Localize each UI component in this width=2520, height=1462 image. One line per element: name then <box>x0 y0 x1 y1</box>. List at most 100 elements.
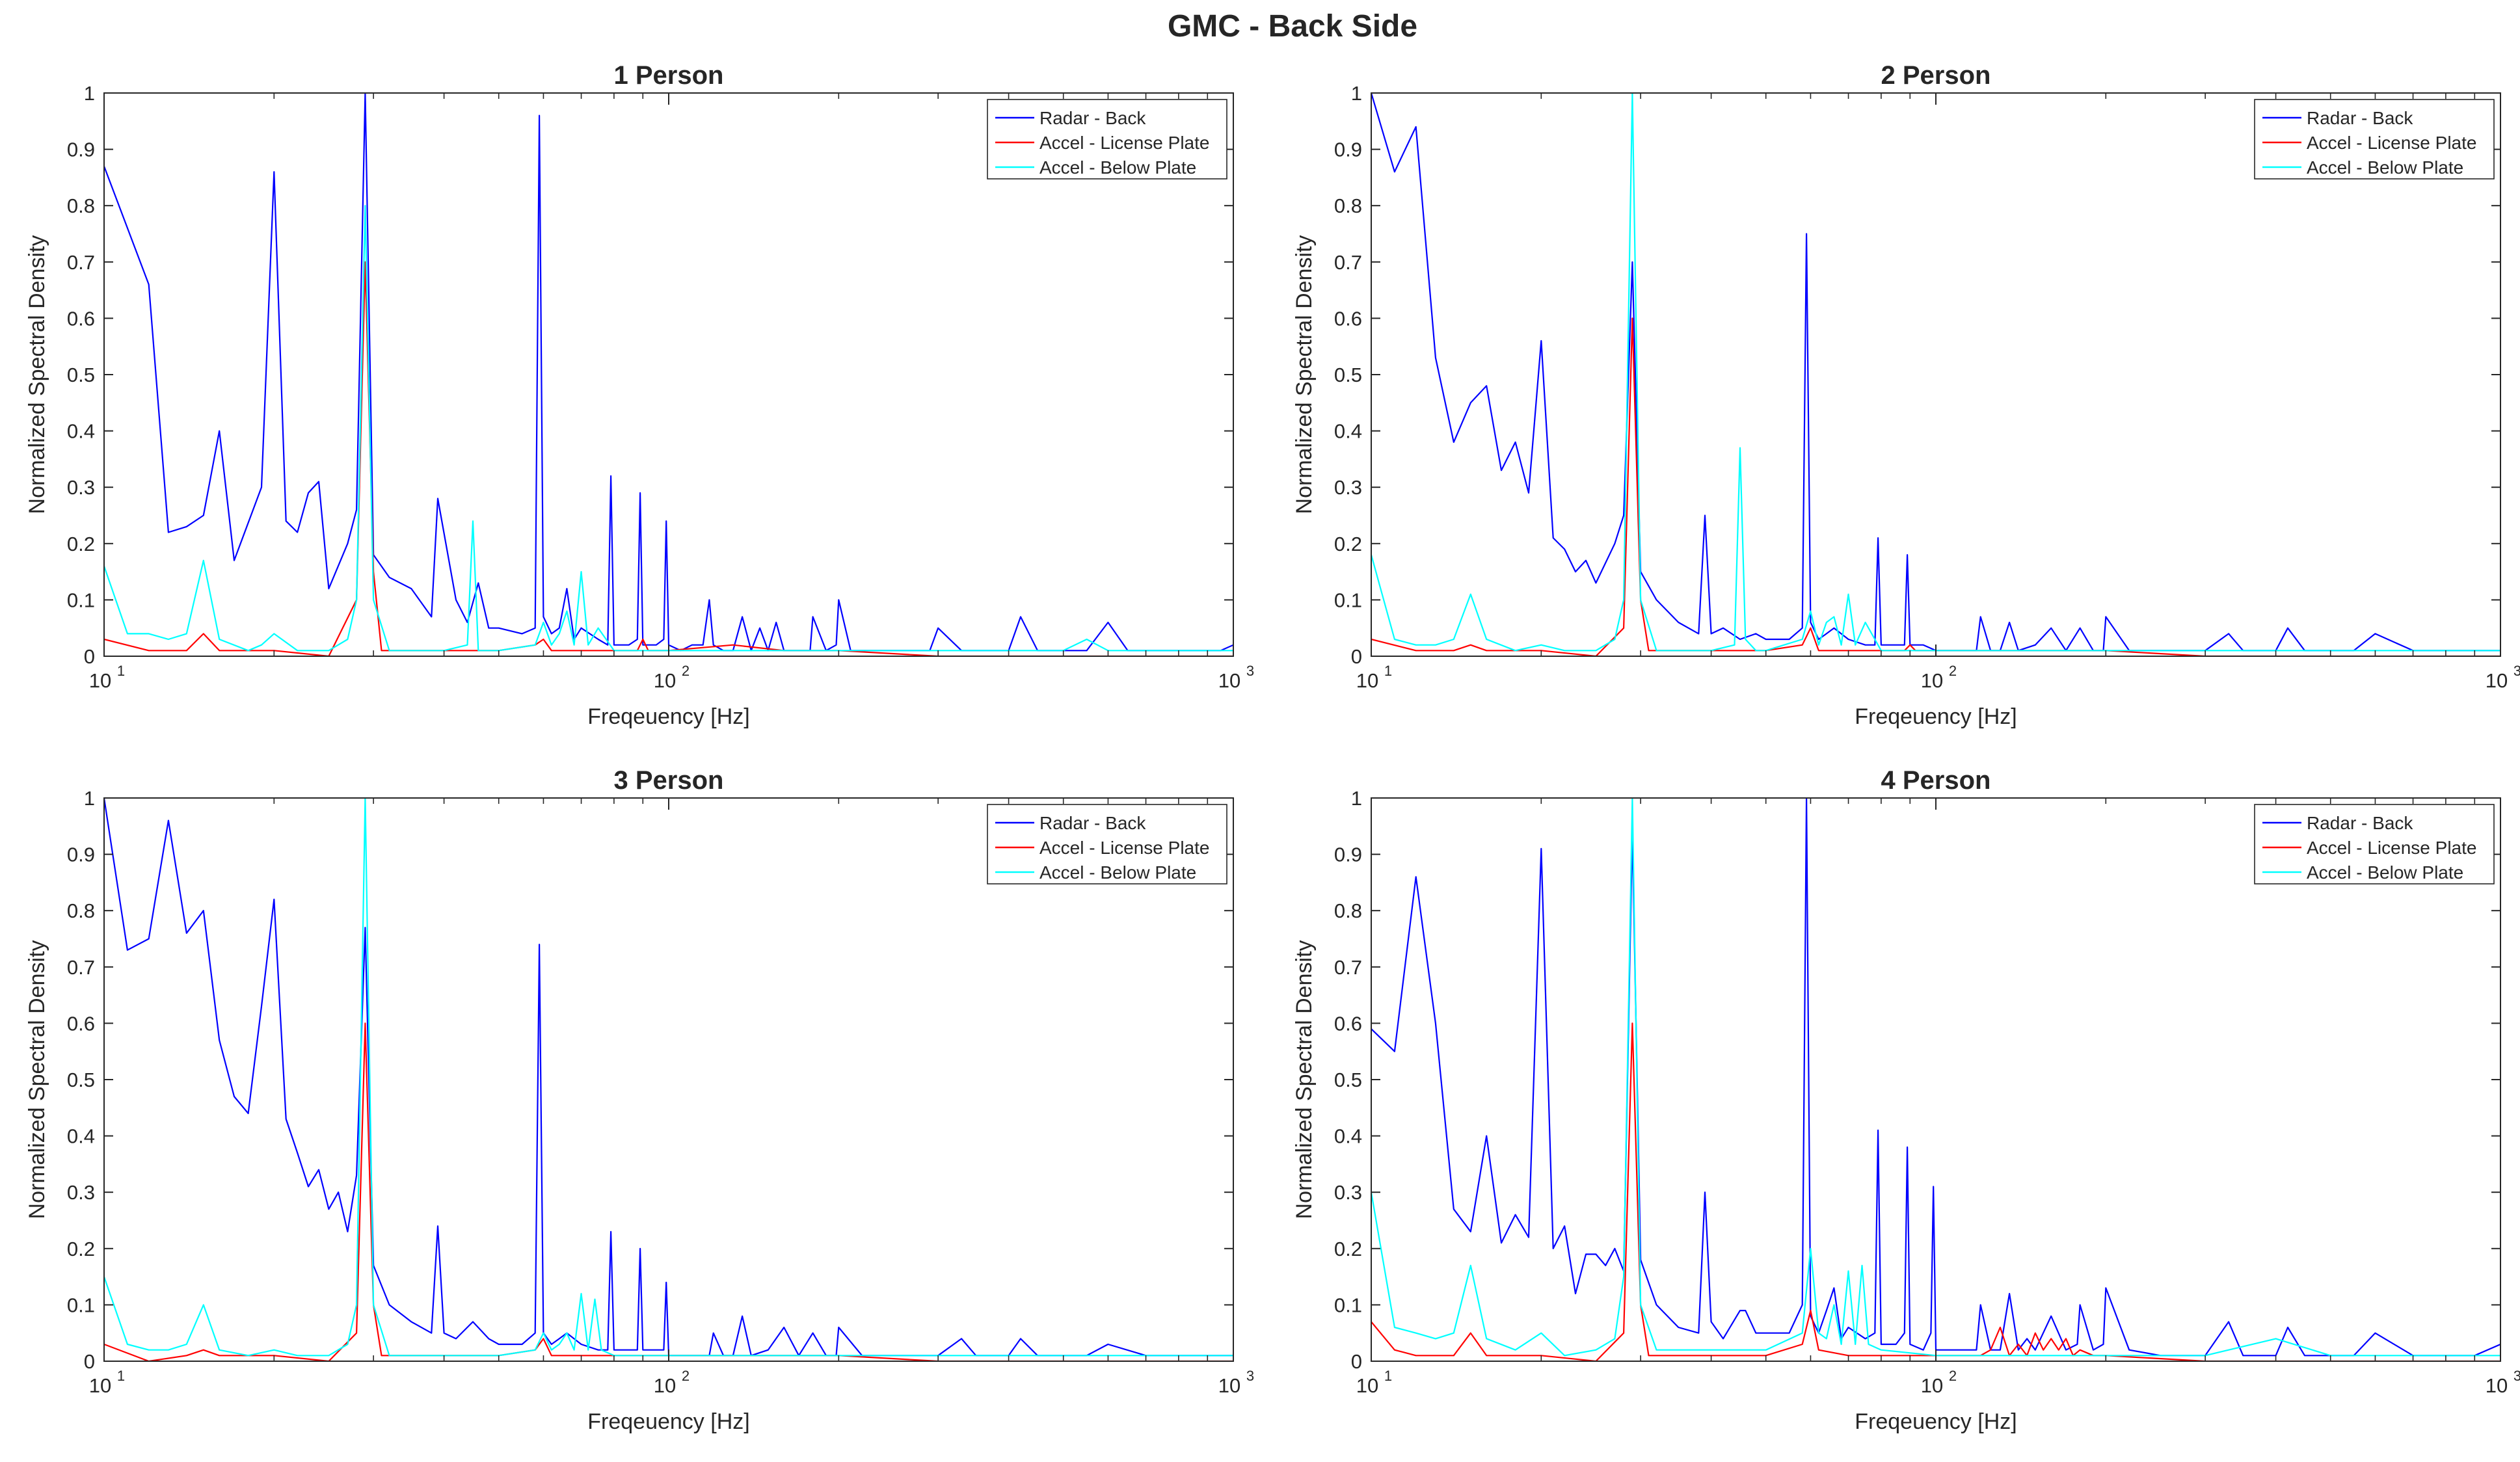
y-tick-label: 0.2 <box>67 1238 95 1260</box>
x-axis-label: Freqeuency [Hz] <box>1855 704 2017 729</box>
x-tick-label-exponent: 1 <box>117 1368 125 1384</box>
x-tick-label: 10 <box>1356 1374 1378 1397</box>
y-tick-label: 0.5 <box>1334 364 1362 386</box>
y-tick-label: 0.5 <box>67 1069 95 1091</box>
x-tick-label-exponent: 1 <box>117 663 125 679</box>
legend-entry: Radar - Back <box>2307 813 2413 833</box>
y-tick-label: 0.3 <box>1334 476 1362 499</box>
legend-box <box>2254 804 2495 884</box>
series-line-radar-back <box>1371 798 2500 1357</box>
x-tick-label-exponent: 1 <box>1384 663 1392 679</box>
x-tick-label: 10 <box>654 669 676 692</box>
y-tick-label: 0.8 <box>1334 899 1362 922</box>
chart-panel-1: 0 0.1 0.2 0.3 0.4 0.5 0.6 0.7 0.8 0.9 1 10 1 10 2 10 3 1 … <box>25 61 1254 729</box>
legend-entry: Radar - Back <box>1039 813 1146 833</box>
x-tick-label: 10 <box>1218 669 1240 692</box>
y-tick-label: 0.2 <box>1334 533 1362 555</box>
y-tick-label: 0.8 <box>67 194 95 217</box>
y-tick-label: 0.2 <box>1334 1238 1362 1260</box>
legend-entry: Radar - Back <box>2307 108 2413 128</box>
y-tick-label: 0.8 <box>1334 194 1362 217</box>
chart-panel-4: 0 0.1 0.2 0.3 0.4 0.5 0.6 0.7 0.8 0.9 1 10 1 10 2 10 3 4 … <box>1292 766 2520 1434</box>
y-tick-label: 0.1 <box>1334 1294 1362 1316</box>
x-tick-label-exponent: 3 <box>2513 1368 2520 1384</box>
y-tick-label: 0.5 <box>1334 1069 1362 1091</box>
series-line-accel-below-plate <box>1371 798 2500 1357</box>
y-tick-label: 0.1 <box>67 1294 95 1316</box>
y-tick-label: 1 <box>84 787 95 810</box>
x-tick-label: 10 <box>89 1374 111 1397</box>
legend-box <box>987 99 1227 179</box>
y-tick-label: 0.4 <box>67 1125 95 1148</box>
series-group <box>104 93 1233 656</box>
y-tick-label: 0.4 <box>1334 420 1362 443</box>
legend-entry: Accel - Below Plate <box>2307 862 2463 883</box>
chart-title: 2 Person <box>1881 61 1991 90</box>
legend: Radar - Back Accel - License Plate Accel -… <box>2254 99 2495 179</box>
x-tick-label: 10 <box>2486 669 2508 692</box>
y-tick-label: 0.3 <box>1334 1181 1362 1204</box>
y-tick-label: 0.9 <box>1334 139 1362 161</box>
y-tick-label: 0.8 <box>67 899 95 922</box>
legend-entry: Accel - Below Plate <box>1039 157 1196 178</box>
x-tick-label: 10 <box>1921 1374 1943 1397</box>
x-tick-label: 10 <box>2486 1374 2508 1397</box>
figure-title: GMC - Back Side <box>1168 9 1417 44</box>
y-tick-label: 0.1 <box>1334 589 1362 611</box>
x-tick-label-exponent: 3 <box>1246 1368 1254 1384</box>
y-axis-label: Normalized Spectral Density <box>1292 940 1317 1219</box>
y-tick-label: 0.6 <box>1334 1012 1362 1035</box>
x-tick-label-exponent: 3 <box>1246 663 1254 679</box>
x-tick-label-exponent: 2 <box>682 663 690 679</box>
x-tick-label: 10 <box>654 1374 676 1397</box>
y-axis-label: Normalized Spectral Density <box>1292 235 1317 514</box>
y-tick-label: 0.6 <box>67 307 95 330</box>
plot-area <box>104 798 1233 1361</box>
x-tick-label: 10 <box>1356 669 1378 692</box>
x-tick-label-exponent: 2 <box>1949 1368 1957 1384</box>
y-tick-label: 0 <box>84 645 95 668</box>
series-line-accel-below-plate <box>104 205 1233 652</box>
x-tick-label: 10 <box>1921 669 1943 692</box>
x-tick-label: 10 <box>89 669 111 692</box>
plot-area <box>1371 798 2500 1361</box>
legend-entry: Accel - Below Plate <box>2307 157 2463 178</box>
y-axis-label: Normalized Spectral Density <box>25 940 49 1219</box>
legend: Radar - Back Accel - License Plate Accel -… <box>987 99 1227 179</box>
y-axis-label: Normalized Spectral Density <box>25 235 49 514</box>
legend-entry: Accel - Below Plate <box>1039 862 1196 883</box>
y-tick-label: 1 <box>84 82 95 105</box>
legend: Radar - Back Accel - License Plate Accel -… <box>987 804 1227 884</box>
y-tick-label: 0.9 <box>67 844 95 866</box>
chart-title: 3 Person <box>614 766 724 795</box>
y-tick-label: 0.7 <box>67 956 95 979</box>
x-tick-label: 10 <box>1218 1374 1240 1397</box>
y-tick-label: 0.3 <box>67 1181 95 1204</box>
y-tick-label: 0.3 <box>67 476 95 499</box>
legend-entry: Accel - License Plate <box>2307 838 2476 858</box>
y-tick-label: 0.9 <box>67 139 95 161</box>
y-tick-label: 1 <box>1351 787 1362 810</box>
y-tick-label: 0 <box>1351 645 1362 668</box>
series-line-accel-below-plate <box>1371 93 2500 652</box>
y-tick-label: 0.7 <box>1334 956 1362 979</box>
y-tick-label: 0.6 <box>67 1012 95 1035</box>
y-tick-label: 0 <box>84 1350 95 1373</box>
legend-entry: Accel - License Plate <box>2307 133 2476 153</box>
plot-area <box>1371 93 2500 656</box>
x-tick-label-exponent: 2 <box>1949 663 1957 679</box>
y-tick-label: 0.4 <box>67 420 95 443</box>
legend: Radar - Back Accel - License Plate Accel -… <box>2254 804 2495 884</box>
y-tick-label: 0.5 <box>67 364 95 386</box>
y-tick-label: 0.4 <box>1334 1125 1362 1148</box>
y-tick-label: 0.6 <box>1334 307 1362 330</box>
x-axis-label: Freqeuency [Hz] <box>587 1409 749 1434</box>
y-tick-label: 0.7 <box>1334 251 1362 274</box>
y-tick-label: 0.9 <box>1334 844 1362 866</box>
y-tick-label: 0.2 <box>67 533 95 555</box>
y-tick-label: 0.1 <box>67 589 95 611</box>
y-tick-label: 0.7 <box>67 251 95 274</box>
x-tick-label-exponent: 2 <box>682 1368 690 1384</box>
legend-entry: Accel - License Plate <box>1039 838 1209 858</box>
